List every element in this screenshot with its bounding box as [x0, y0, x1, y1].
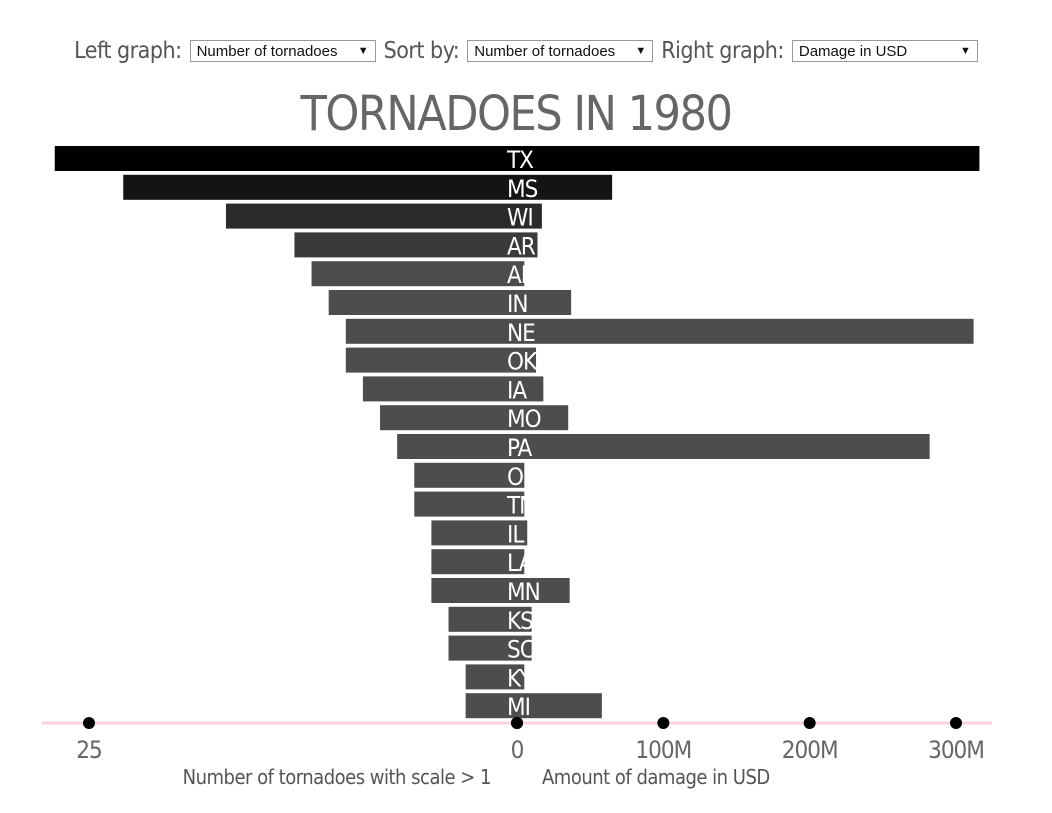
left-bar-pa	[397, 434, 517, 459]
left-bar-mi	[465, 693, 517, 719]
left-bar-ky	[465, 664, 517, 690]
right-tick-label: 100M	[635, 736, 691, 764]
right-bar-tn	[517, 491, 525, 517]
right-bar-ar	[517, 232, 538, 258]
right-graph-value: Damage in USD	[798, 42, 908, 60]
sort-by-select[interactable]: Number of tornadoes ▼	[467, 40, 654, 62]
state-label: IN	[507, 290, 528, 318]
chevron-down-icon: ▼	[635, 45, 647, 57]
right-bar-mo	[517, 405, 569, 431]
state-label: AR	[507, 232, 536, 260]
left-bar-ne	[345, 318, 517, 344]
right-tick-dot	[511, 717, 523, 729]
left-graph-label: Left graph:	[74, 38, 182, 64]
right-bar-in	[517, 290, 572, 315]
left-bar-in	[328, 290, 517, 315]
left-graph-select[interactable]: Number of tornadoes ▼	[189, 40, 376, 62]
state-label: KS	[507, 607, 533, 635]
left-bar-sc	[448, 635, 517, 661]
state-label: KY	[507, 664, 533, 692]
state-label: LA	[507, 549, 534, 577]
right-bar-ne	[517, 318, 974, 344]
state-label: PA	[507, 434, 532, 462]
state-label: MI	[507, 693, 530, 721]
chevron-down-icon: ▼	[959, 45, 971, 57]
right-bar-ky	[517, 664, 525, 690]
left-bar-oh	[414, 462, 517, 488]
left-graph-value: Number of tornadoes	[196, 42, 338, 60]
right-tick-label: 300M	[928, 736, 984, 764]
left-bar-mo	[380, 405, 517, 431]
left-bar-il	[431, 520, 517, 546]
right-tick-label: 200M	[782, 736, 838, 764]
right-bar-ok	[517, 347, 537, 373]
left-bar-wi	[225, 203, 517, 229]
right-bar-sc	[517, 635, 532, 661]
right-bar-mi	[517, 693, 602, 719]
right-bar-wi	[517, 203, 542, 229]
left-tick-dot	[83, 717, 95, 729]
left-bar-ia	[362, 376, 517, 402]
state-label: MN	[507, 578, 540, 606]
state-label: OH	[507, 463, 538, 491]
state-label: MO	[507, 405, 541, 433]
right-bar-mn	[517, 578, 570, 603]
chevron-down-icon: ▼	[357, 45, 369, 57]
right-bar-ia	[517, 376, 544, 402]
state-label: WI	[507, 204, 533, 232]
right-bar-tx	[517, 146, 980, 171]
right-bar-oh	[517, 462, 525, 488]
state-label: TX	[506, 146, 534, 174]
state-label: OK	[507, 348, 538, 376]
left-bar-la	[431, 549, 517, 575]
controls-bar: Left graph: Number of tornadoes ▼ Sort b…	[0, 38, 1052, 64]
right-bar-ks	[517, 606, 532, 632]
right-bar-al	[517, 261, 525, 287]
state-label: MS	[507, 175, 538, 203]
left-bar-ar	[294, 232, 517, 258]
left-tick-label: 25	[76, 736, 101, 764]
left-bar-tn	[414, 491, 517, 517]
state-label: TN	[506, 492, 534, 520]
chart-title: TORNADOES IN 1980	[300, 86, 733, 142]
right-graph-select[interactable]: Damage in USD ▼	[791, 40, 978, 62]
right-bar-ms	[517, 174, 613, 200]
right-bar-pa	[517, 434, 930, 459]
right-bar-la	[517, 549, 525, 575]
right-axis-title: Amount of damage in USD	[542, 765, 770, 789]
left-bar-ms	[123, 174, 518, 200]
sort-by-label: Sort by:	[383, 38, 460, 64]
left-bar-ok	[345, 347, 517, 373]
left-bar-tx	[54, 146, 517, 171]
right-tick-dot	[803, 717, 816, 729]
state-label: IA	[507, 376, 527, 404]
left-bar-mn	[431, 578, 517, 603]
left-bar-al	[311, 261, 517, 287]
right-graph-label: Right graph:	[661, 38, 784, 64]
state-label: SC	[507, 636, 534, 664]
right-tick-dot	[657, 717, 670, 729]
right-bar-il	[517, 520, 528, 546]
state-label: IL	[507, 520, 524, 548]
right-tick-dot	[950, 717, 962, 729]
state-label: NE	[507, 319, 535, 347]
left-axis-title: Number of tornadoes with scale > 1	[183, 765, 491, 789]
sort-by-value: Number of tornadoes	[474, 42, 616, 60]
state-label: AL	[507, 261, 533, 289]
right-tick-label: 0	[511, 736, 524, 764]
left-bar-ks	[448, 606, 517, 632]
